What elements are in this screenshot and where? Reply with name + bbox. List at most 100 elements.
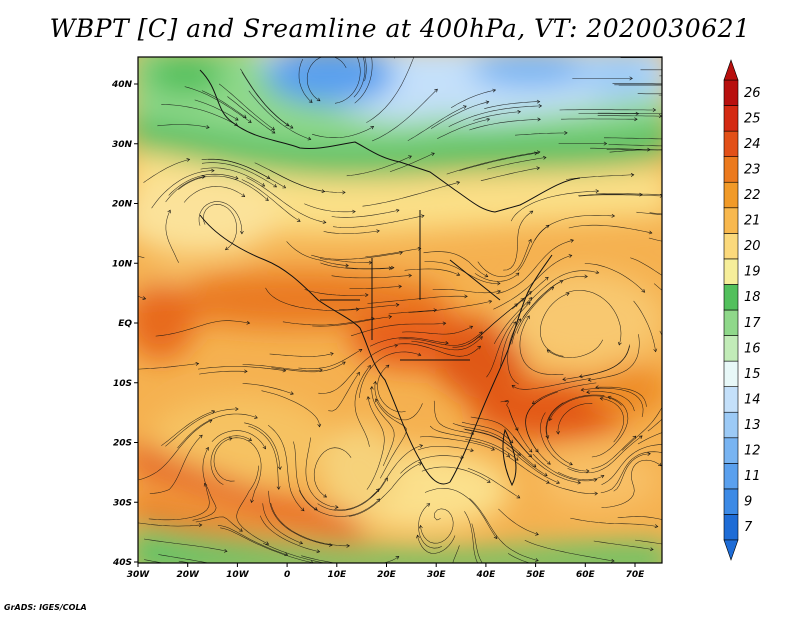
chart-title: WBPT [C] and Sreamline at 400hPa, VT: 20… [49,14,751,43]
streamline-arrow [208,419,213,423]
streamline-arrow [241,193,246,197]
streamline [371,386,395,467]
streamline-arrow [248,437,252,441]
streamline-arrow [526,315,530,320]
streamline [487,157,547,170]
streamline-arrow [328,543,333,547]
streamline [498,508,539,535]
streamline-arrow [501,598,504,601]
streamline [595,193,662,195]
streamline-arrow [477,345,481,350]
streamline [269,353,334,357]
streamline-arrow [564,131,568,135]
streamline [178,175,269,201]
streamline-arrow [543,472,548,477]
streamline-arrow [376,498,381,503]
streamline-arrow [491,447,495,451]
lon-tick-label: 0 [284,570,290,580]
streamline [313,447,352,498]
streamline-arrow [710,328,713,331]
streamline [349,286,402,289]
streamline-arrow [707,148,710,151]
lon-tick-label: 30W [127,570,151,580]
streamline [648,237,662,242]
streamline [464,511,478,563]
streamline-arrow [239,230,244,235]
colorbar-label: 12 [744,444,761,459]
streamline-arrow [580,387,585,392]
streamline [500,399,519,431]
streamline-arrow [544,276,549,281]
streamline-arrow [599,396,604,401]
streamline-arrow [529,210,534,215]
lon-tick-label: 10E [327,570,347,580]
streamline-arrow [709,74,712,77]
streamline [516,286,554,334]
streamline [158,554,211,563]
streamline-arrow [408,155,412,159]
streamline-arrow [492,88,497,93]
streamline [318,344,398,394]
streamline-arrow [198,523,203,528]
streamline [213,437,235,482]
streamline-arrow [254,415,258,419]
streamline [493,297,533,345]
lat-tick-label: EQ [118,319,132,329]
streamline [565,290,622,346]
streamline [319,258,372,263]
streamline-arrow [289,125,294,129]
streamline-arrow [698,525,701,528]
streamline-arrow [358,348,363,353]
streamline [192,447,217,521]
streamline-arrow [562,377,566,382]
streamline-arrow [486,117,491,122]
colorbar-label: 7 [744,520,753,535]
temperature-shading [138,57,662,563]
streamline-arrow [537,117,541,122]
lat-tick-label: 10S [113,379,132,389]
streamline-arrow [704,84,707,87]
streamline-arrow [493,535,498,540]
streamline-arrow [497,281,501,286]
streamline [333,215,425,228]
credit-text: GrADS: IGES/COLA [4,603,87,612]
streamline-arrow [273,183,277,188]
lon-tick-label: 70E [626,570,646,580]
streamline [532,453,597,482]
streamline-arrow [250,499,254,504]
streamline [298,490,380,517]
streamline-arrow [687,112,690,115]
streamline [503,210,533,271]
streamline [467,468,520,499]
streamline [268,490,333,546]
streamline [394,57,395,59]
streamline [345,267,394,269]
streamline-arrow [365,293,369,297]
streamline [246,177,326,223]
colorbar-swatch [723,130,739,157]
streamline-arrow [528,238,532,243]
streamline [653,283,662,291]
streamline [161,104,238,126]
streamline [312,316,392,327]
streamline-arrow [445,341,449,345]
colorbar-label: 22 [744,188,761,203]
streamline-arrow [313,506,318,511]
streamline [601,459,662,508]
streamline [590,147,651,150]
streamline [177,413,258,449]
streamline [471,523,483,563]
streamline-arrow [234,176,239,180]
colorbar-high-arrow [723,59,739,81]
streamline [557,403,593,435]
streamline-arrow [418,524,423,529]
streamline [143,538,228,552]
streamline [600,397,624,443]
streamline [470,416,532,458]
streamline [262,503,303,544]
streamline-arrow [353,565,356,568]
streamline-arrow [514,457,519,461]
streamline-arrow [328,25,331,28]
streamline [165,176,205,203]
streamline [459,152,538,172]
